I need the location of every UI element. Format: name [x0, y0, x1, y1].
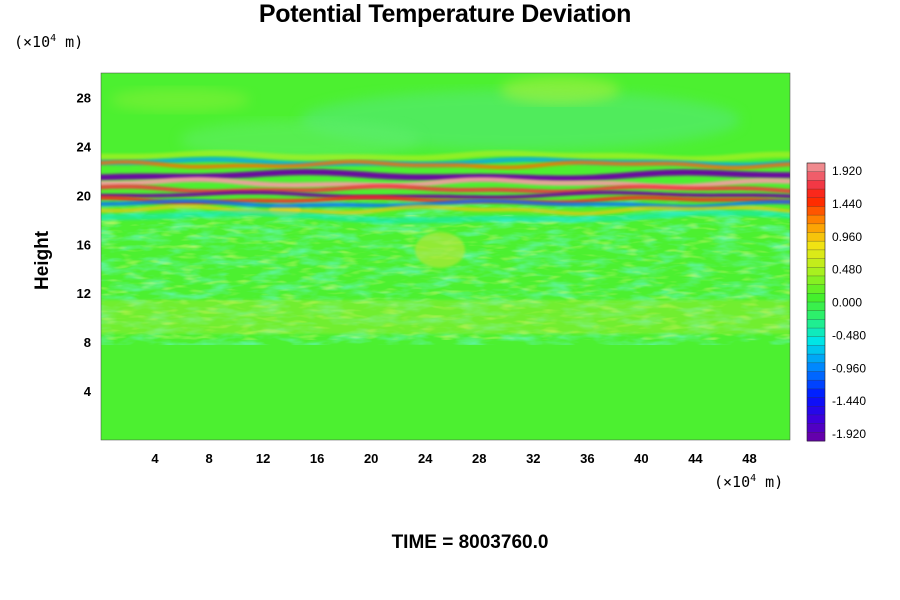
heatmap-field [101, 73, 790, 440]
x-tick-label: 8 [205, 451, 212, 466]
colorbar-swatch [807, 197, 825, 207]
colorbar-label: 1.440 [832, 197, 862, 211]
x-tick-label: 44 [688, 451, 703, 466]
upper-warm-patch-2 [110, 88, 250, 112]
colorbar-swatch [807, 267, 825, 277]
x-tick-label: 12 [256, 451, 270, 466]
y-tick-label: 20 [77, 188, 91, 203]
colorbar-swatch [807, 362, 825, 372]
band-upper-yellow [101, 150, 790, 163]
x-tick-label: 16 [310, 451, 324, 466]
x-tick-label: 28 [472, 451, 486, 466]
band-negative-1 [101, 169, 790, 182]
colorbar-swatch [807, 328, 825, 338]
colorbar-label: -0.960 [832, 361, 866, 375]
colorbar-swatch [807, 258, 825, 268]
x-tick-label: 36 [580, 451, 594, 466]
x-tick-label: 40 [634, 451, 648, 466]
time-readout: TIME = 8003760.0 [0, 532, 900, 554]
colorbar-swatch [807, 423, 825, 433]
colorbar-swatch [807, 302, 825, 312]
x-axis-unit: (×104 m) [714, 473, 784, 491]
colorbar-label: -0.480 [832, 328, 866, 342]
upper-warm-patch [500, 76, 620, 104]
y-tick-label: 8 [84, 335, 91, 350]
colorbar-swatch [807, 354, 825, 364]
colorbar-swatch [807, 249, 825, 259]
time-value: 8003760.0 [458, 532, 549, 553]
colorbar-swatch [807, 414, 825, 425]
colorbar-swatch [807, 241, 825, 251]
x-tick-label: 4 [151, 451, 159, 466]
colorbar-label: -1.920 [832, 427, 866, 441]
colorbar-swatch [807, 319, 825, 329]
colorbar-label: 0.960 [832, 230, 862, 244]
x-tick-label: 20 [364, 451, 378, 466]
colorbar-swatch [807, 310, 825, 320]
band-upper-orange [101, 159, 790, 170]
colorbar-swatch [807, 432, 825, 442]
upper-cool-region-2 [180, 120, 420, 160]
band-lower-cyan [101, 209, 790, 224]
colorbar-swatch [807, 275, 825, 286]
y-tick-label: 24 [77, 139, 92, 154]
colorbar-swatch [807, 336, 825, 346]
colorbar-swatch [807, 171, 825, 181]
colorbar-swatch [807, 388, 825, 398]
y-ticks: 4 8 12 16 20 24 28 [77, 90, 92, 399]
colorbar-swatch [807, 163, 825, 173]
x-tick-label: 32 [526, 451, 540, 466]
plume-warm [415, 232, 465, 268]
x-ticks: 4 8 12 16 20 24 28 32 36 40 44 48 [151, 451, 756, 466]
colorbar-label: 0.480 [832, 263, 862, 277]
colorbar-swatch [807, 293, 825, 303]
colorbar-swatch [807, 223, 825, 233]
colorbar-label: 0.000 [832, 296, 862, 310]
colorbar-swatch [807, 206, 825, 216]
time-label: TIME = [391, 532, 459, 553]
y-tick-label: 16 [77, 237, 91, 252]
colorbar-swatch [807, 371, 825, 381]
band-negative-3 [101, 199, 790, 209]
colorbar-swatch [807, 232, 825, 242]
colorbar-swatch [807, 406, 825, 416]
colorbar-label: 1.920 [832, 164, 862, 178]
colorbar: 1.920 1.440 0.960 0.480 0.000 -0.480 -0.960 -1.… [806, 162, 866, 442]
band-negative-2 [101, 190, 790, 199]
colorbar-swatch [807, 189, 825, 199]
colorbar-frame [806, 162, 826, 442]
plot-frame [100, 72, 791, 441]
inversion-layer-bands [101, 150, 790, 224]
x-tick-label: 24 [418, 451, 433, 466]
chart-title: Potential Temperature Deviation [258, 0, 632, 28]
band-positive-3 [101, 195, 790, 205]
colorbar-swatch [807, 345, 825, 355]
y-tick-label: 4 [84, 384, 92, 399]
x-tick-label: 48 [742, 451, 756, 466]
colorbar-swatch [807, 397, 825, 407]
colorbar-label: -1.440 [832, 394, 866, 408]
y-axis-unit: (×104 m) [14, 33, 84, 51]
y-tick-label: 12 [77, 286, 91, 301]
colorbar-swatch [807, 180, 825, 190]
colorbar-swatch [807, 380, 825, 390]
colorbar-swatch [807, 215, 825, 225]
y-tick-label: 28 [77, 90, 91, 105]
colorbar-swatch [807, 284, 825, 294]
layer-10km-band [101, 300, 790, 334]
